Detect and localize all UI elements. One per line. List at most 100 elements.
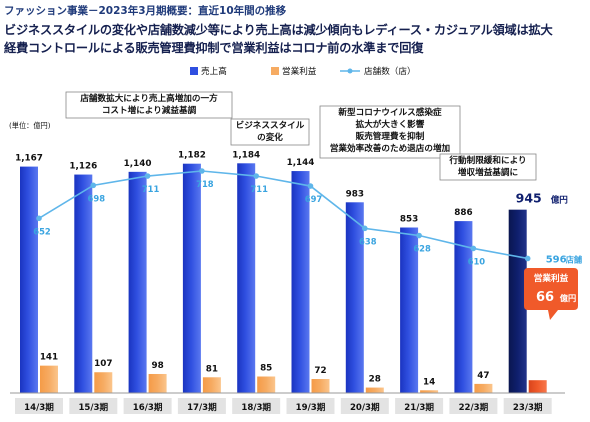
callout-profit-value: 66 — [536, 290, 554, 305]
annotation-box-3 — [319, 105, 461, 159]
header-headline-line2: 経費コントロールによる販売管理費抑制で営業利益はコロナ前の水準まで回復 — [4, 41, 424, 55]
bar-sales-15/3期 — [74, 174, 93, 393]
bar-profit-22/3期 — [474, 383, 493, 393]
tick-bg-16/3期 — [123, 398, 172, 414]
bar-profit-21/3期 — [420, 390, 439, 393]
tick-bg-22/3期 — [449, 398, 498, 414]
label-sales-last-unit: 億円 — [551, 194, 569, 206]
label-stores-18/3期: 711 — [250, 184, 268, 194]
label-profit-19/3期: 72 — [314, 366, 326, 376]
point-stores-23/3期 — [524, 255, 531, 262]
label-sales-20/3期: 983 — [346, 189, 364, 199]
label-sales-last: 945 — [516, 191, 542, 206]
tick-bg-14/3期 — [15, 398, 63, 414]
annotation-box-4 — [439, 153, 537, 181]
legend-label-sales: 売上高 — [201, 65, 227, 77]
label-sales-14/3期: 1,167 — [15, 154, 43, 164]
label-stores-last-unit: 店舗 — [565, 254, 582, 264]
tick-label-20/3期: 20/3期 — [350, 401, 380, 413]
tick-label-17/3期: 17/3期 — [187, 401, 217, 413]
legend-label-stores: 店舗数（店） — [364, 65, 416, 77]
tick-bg-17/3期 — [177, 398, 226, 414]
legend-marker-stores — [347, 68, 353, 74]
label-profit-15/3期: 107 — [94, 359, 112, 369]
bar-profit-23/3期 — [528, 380, 547, 393]
label-profit-14/3期: 141 — [40, 353, 58, 363]
callout-profit-unit: 億円 — [560, 293, 576, 303]
tick-bg-15/3期 — [69, 398, 118, 414]
line-stores — [38, 170, 528, 260]
bar-sales-14/3期 — [20, 166, 38, 393]
label-stores-22/3期: 610 — [468, 256, 486, 266]
label-sales-19/3期: 1,144 — [287, 158, 315, 168]
label-profit-17/3期: 81 — [206, 364, 218, 374]
label-profit-20/3期: 28 — [369, 375, 381, 385]
callout-profit-title: 営業利益 — [534, 272, 569, 284]
label-profit-16/3期: 98 — [151, 361, 163, 371]
tick-label-21/3期: 21/3期 — [404, 401, 434, 413]
annotation-recovery: 行動制限緩和により 増収増益基調に — [449, 156, 527, 178]
label-profit-22/3期: 47 — [477, 371, 489, 381]
bar-profit-15/3期 — [94, 372, 113, 393]
annotation-covid: 新型コロナウイルス感染症 拡大が大きく影響 販売管理費を抑制 営業効率改善のため退店… — [329, 108, 451, 154]
bar-sales-19/3期 — [291, 171, 310, 393]
label-sales-18/3期: 1,184 — [232, 150, 260, 160]
tick-bg-19/3期 — [286, 398, 335, 414]
legend-swatch-sales — [190, 67, 198, 75]
tick-label-22/3期: 22/3期 — [459, 401, 489, 413]
tick-label-19/3期: 19/3期 — [296, 401, 326, 413]
annotation-business-style: ビジネススタイル の変化 — [235, 121, 305, 143]
tick-label-14/3期: 14/3期 — [24, 401, 54, 413]
bar-sales-17/3期 — [182, 163, 201, 393]
unit-label: (単位：億円) — [9, 121, 51, 130]
bar-profit-16/3期 — [148, 373, 167, 393]
bar-profit-14/3期 — [40, 365, 58, 393]
point-stores-17/3期 — [199, 168, 205, 174]
tick-label-16/3期: 16/3期 — [133, 401, 163, 413]
tick-bg-20/3期 — [340, 398, 389, 414]
callout-profit-bubble — [524, 268, 578, 320]
label-sales-16/3期: 1,140 — [124, 159, 152, 169]
bar-profit-20/3期 — [365, 387, 384, 393]
tick-label-15/3期: 15/3期 — [78, 401, 108, 413]
label-sales-21/3期: 853 — [400, 215, 418, 225]
legend-swatch-profit — [271, 67, 279, 75]
label-stores-17/3期: 718 — [196, 179, 214, 189]
bar-profit-17/3期 — [202, 377, 221, 393]
label-sales-17/3期: 1,182 — [178, 151, 206, 161]
label-profit-21/3期: 14 — [423, 377, 435, 387]
header-headline-line1: ビジネススタイルの変化や店舗数減少等により売上高は減少傾向もレディース・カジュア… — [4, 23, 553, 37]
label-stores-20/3期: 638 — [359, 236, 377, 246]
label-stores-15/3期: 698 — [88, 193, 106, 203]
point-stores-18/3期 — [253, 173, 259, 179]
bar-profit-18/3期 — [257, 376, 276, 393]
point-stores-16/3期 — [144, 173, 151, 179]
point-stores-21/3期 — [416, 232, 422, 239]
point-stores-20/3期 — [362, 225, 368, 232]
bar-sales-16/3期 — [128, 171, 147, 393]
label-stores-19/3期: 697 — [305, 194, 323, 204]
annotation-box-2 — [230, 118, 310, 146]
point-stores-19/3期 — [307, 183, 314, 189]
point-stores-14/3期 — [36, 215, 42, 222]
label-sales-15/3期: 1,126 — [69, 162, 97, 172]
bar-profit-19/3期 — [311, 379, 330, 393]
tick-bg-23/3期 — [503, 398, 552, 414]
header-category: ファッション事業－2023年3月期概要：直近10年間の推移 — [4, 5, 287, 17]
tick-bg-18/3期 — [232, 398, 281, 414]
label-stores-last: 596 — [546, 254, 567, 265]
label-stores-21/3期: 628 — [413, 244, 431, 254]
tick-label-23/3期: 23/3期 — [513, 401, 543, 413]
bar-sales-22/3期 — [454, 221, 473, 393]
bar-sales-21/3期 — [400, 227, 419, 393]
annotation-box-1 — [65, 91, 233, 119]
label-sales-22/3期: 886 — [454, 208, 472, 218]
tick-label-18/3期: 18/3期 — [241, 401, 271, 413]
tick-bg-21/3期 — [395, 398, 444, 414]
bar-sales-20/3期 — [345, 202, 364, 393]
label-profit-18/3期: 85 — [260, 364, 272, 374]
point-stores-15/3期 — [90, 182, 97, 189]
label-stores-16/3期: 711 — [142, 184, 160, 194]
